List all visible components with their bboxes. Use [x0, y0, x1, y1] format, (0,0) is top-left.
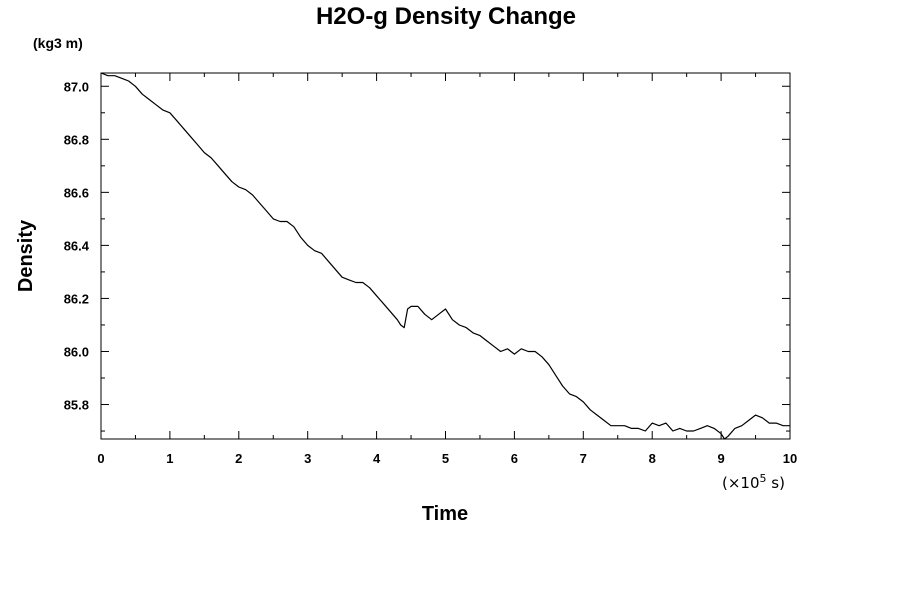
x-tick-label: 6 — [511, 451, 518, 466]
x-scale-exponent: 5 — [760, 472, 767, 485]
y-unit-label: (kg3 m) — [33, 35, 83, 51]
y-tick-label: 86.2 — [64, 291, 89, 306]
y-tick-label: 86.0 — [64, 344, 89, 359]
y-tick-label: 86.4 — [64, 238, 90, 253]
x-tick-label: 5 — [442, 451, 449, 466]
y-tick-label: 86.6 — [64, 185, 89, 200]
y-tick-label: 85.8 — [64, 398, 89, 413]
y-tick-label: 87.0 — [64, 79, 89, 94]
x-scale-base: (×10 — [722, 474, 760, 492]
x-tick-label: 9 — [717, 451, 724, 466]
x-scale-unit: s) — [767, 474, 785, 492]
x-scale-note: (×105 s) — [722, 472, 785, 492]
y-axis-label: Density — [15, 219, 37, 292]
chart-title: H2O-g Density Change — [316, 3, 576, 30]
x-tick-label: 10 — [783, 451, 797, 466]
plot-frame — [100, 72, 791, 440]
x-tick-label: 4 — [373, 451, 381, 466]
y-tick-label: 86.8 — [64, 132, 89, 147]
x-tick-label: 7 — [580, 451, 587, 466]
x-tick-label: 2 — [235, 451, 242, 466]
y-axis-ticks: 85.8 86.0 86.2 86.4 86.6 86.8 87.0 — [64, 79, 790, 432]
x-tick-label: 3 — [304, 451, 311, 466]
density-series-line — [100, 72, 790, 440]
x-tick-label: 1 — [166, 451, 173, 466]
x-tick-label: 8 — [649, 451, 656, 466]
x-axis-label: Time — [422, 503, 468, 525]
x-tick-label: 0 — [97, 451, 104, 466]
x-axis-ticks: 0 1 2 3 4 5 6 7 8 9 10 — [97, 73, 797, 466]
